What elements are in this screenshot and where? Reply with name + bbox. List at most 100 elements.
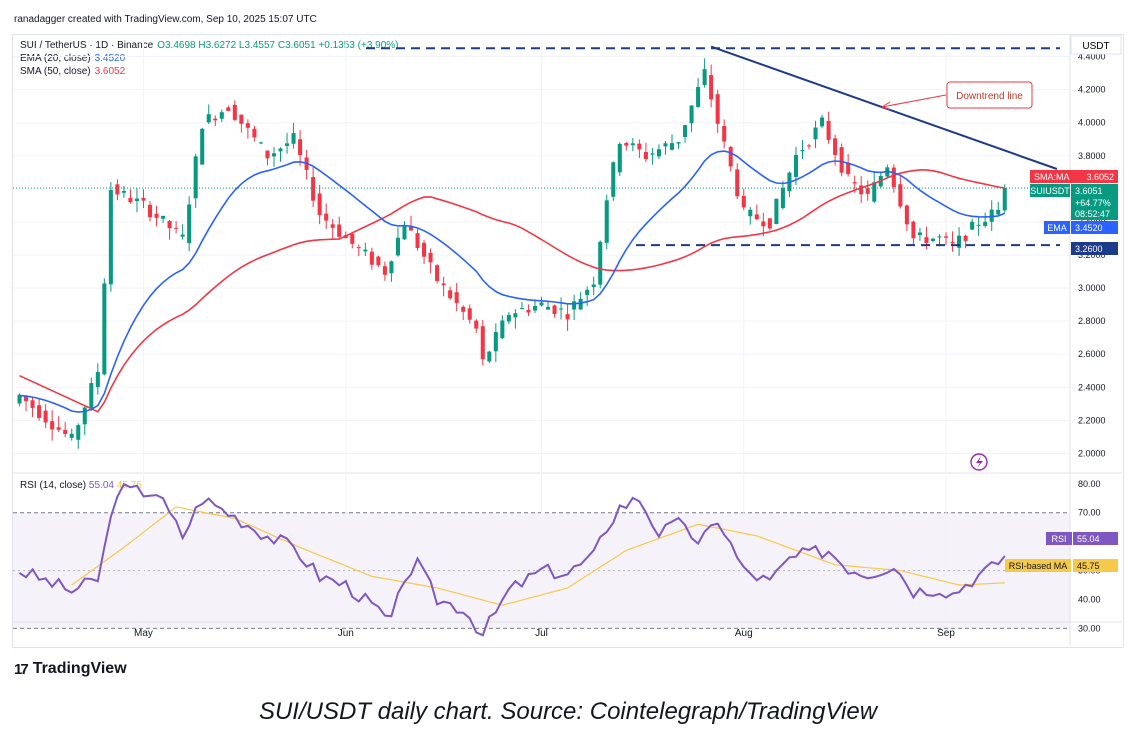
ema-badge-tag: EMA [1047,223,1067,233]
candle-body [311,177,316,201]
candle-body [728,146,733,167]
symbol-badge-tag: SUIUSDT [1030,186,1070,196]
candle-body [983,221,988,226]
sma-legend-label[interactable]: SMA (50, close) [20,66,91,77]
ema-value-badge [1071,221,1118,234]
candle-body [872,182,877,202]
candle-body [643,151,648,160]
price-tick-label: 2.2000 [1078,415,1106,425]
candle-body [519,308,524,310]
ema-badge-value: 3.4520 [1075,223,1103,233]
price-badge [1071,184,1118,220]
candle-body [833,138,838,155]
candle-body [206,114,211,123]
price-tick-label: 3.0000 [1078,283,1106,293]
candle-body [624,143,629,146]
symbol-badge [1030,184,1070,197]
grid [12,35,1122,646]
candle-body [539,302,544,306]
lightning-icon[interactable] [970,453,988,471]
candle-body [317,193,322,216]
rsi-tick-label: 80.00 [1078,479,1101,489]
candle-body [415,233,420,249]
candle-body [402,225,407,240]
candle-body [526,309,531,313]
candle-body [147,204,153,218]
sma-line [19,169,1005,413]
price-tick-label: 3.8000 [1078,151,1106,161]
price-chart[interactable]: 2.00002.20002.40002.60002.80003.00003.20… [0,0,1136,660]
currency-label[interactable]: USDT [1082,41,1109,52]
candle-body [226,107,231,111]
candle-body [50,421,55,430]
candle-body [780,187,785,209]
candle-body [722,125,727,142]
candle-body [761,221,766,227]
currency-badge [1070,35,1122,55]
candle-body [963,235,968,241]
candle-body [363,249,368,252]
candle-body [989,209,994,222]
sma-badge [1030,170,1118,183]
candle-body [356,247,361,249]
candle-body [200,128,205,165]
candle-body [669,143,675,150]
rsi-ma-badge-value: 45.75 [1077,561,1100,571]
candle-body [970,221,975,230]
rsi-tick-label: 30.00 [1078,623,1101,633]
price-tick-label: 2.8000 [1078,316,1106,326]
candle-body [56,427,61,430]
level-badge-value: 3.2600 [1075,244,1103,254]
candle-body [187,204,192,244]
candle-body [950,241,955,244]
candle-body [559,308,564,310]
candle-body [715,94,720,124]
downtrend-label[interactable]: Downtrend line [956,91,1023,102]
downtrend-annotation: Downtrend line [881,81,1033,111]
candle-body [748,209,753,217]
candle-body [937,236,942,238]
candle-body [134,198,139,202]
main-legend: SUI / TetherUS · 1D · Binance O3.4698 H3… [20,39,399,78]
rsi-ma-value-badge [1073,559,1118,572]
candle-body [585,289,590,296]
candle-body [800,150,805,152]
annotation-arrow [881,94,947,111]
tradingview-logo[interactable]: 17 TradingView [14,660,127,678]
candle-body [611,162,616,197]
time-tick-label: May [134,628,153,639]
rsi-badge-value: 55.04 [1077,534,1100,544]
candle-body [285,143,290,146]
candle-body [617,143,622,173]
ema-legend-label[interactable]: EMA (20, close) [20,53,91,64]
candle-body [839,147,844,173]
candle-body [128,197,133,203]
candle-body [24,396,29,402]
time-tick-label: Jul [535,628,548,639]
candle-body [944,236,949,238]
time-tick-label: Jun [338,628,354,639]
time-axis-ticks: May Jun Jul Aug Sep [134,628,955,639]
candle-body [298,139,303,156]
candle-body [389,261,394,274]
candle-body [689,105,694,124]
candle-body [846,162,851,175]
candle-body [258,142,263,144]
candle-body [852,182,857,184]
candle-body [30,400,35,408]
candle-body [350,233,355,244]
candle-body [793,154,798,177]
rsi-legend-label[interactable]: RSI (14, close) [20,480,87,491]
candle-body [69,433,74,438]
sma-legend-value: 3.6052 [94,66,126,77]
rsi-legend-value: 55.04 [88,480,114,491]
symbol-label[interactable]: SUI / TetherUS · 1D · Binance [20,40,154,51]
candle-body [676,142,681,144]
candle-body [683,125,688,137]
price-tick-label: 4.2000 [1078,85,1106,95]
candle-body [174,227,179,229]
level-badge [1071,242,1118,255]
candle-body [820,117,825,127]
price-tick-label: 4.4000 [1078,52,1106,62]
chart-frame [12,34,1124,648]
